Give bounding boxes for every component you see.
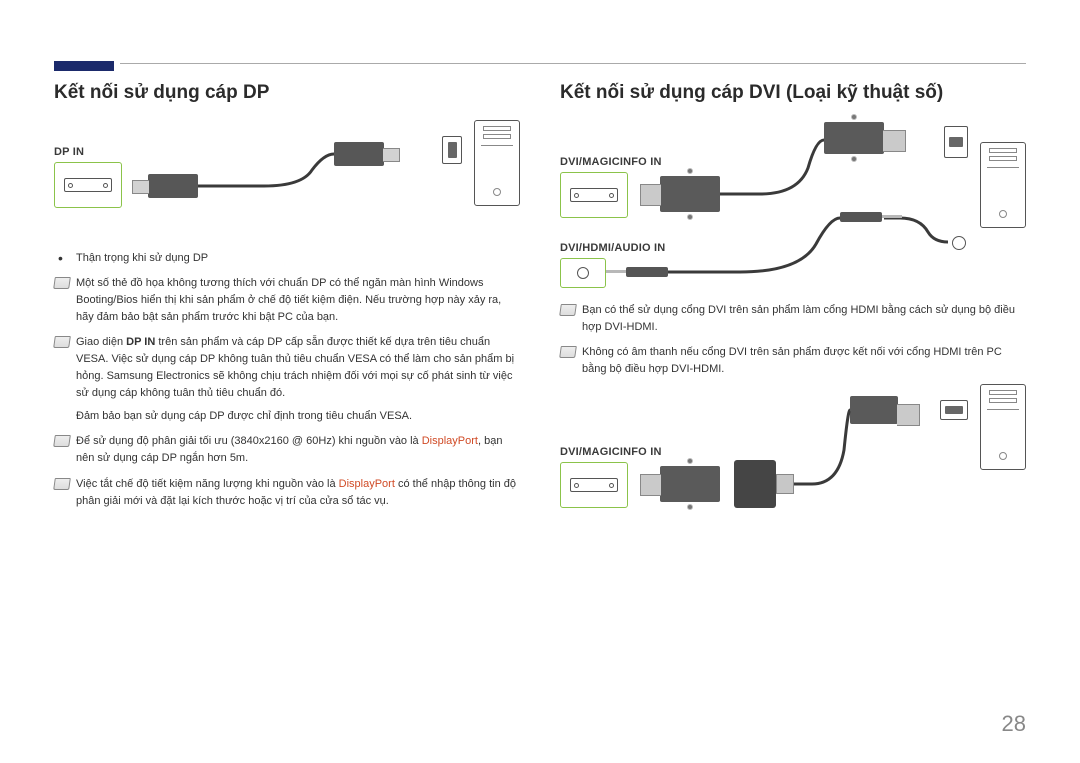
note-text: Không có âm thanh nếu cổng DVI trên sản … bbox=[582, 346, 1002, 375]
dvi-hdmi-adapter bbox=[734, 460, 776, 508]
left-notes: Thận trọng khi sử dụng DP Một số thẻ đồ … bbox=[54, 250, 520, 510]
dp-slot-icon bbox=[64, 178, 112, 192]
audio-jack-icon bbox=[577, 267, 589, 279]
dvi-in-port-2 bbox=[560, 462, 628, 508]
note-text: Thận trọng khi sử dụng DP bbox=[76, 252, 208, 264]
dp-plug-left bbox=[148, 174, 198, 198]
audio-port-label: DVI/HDMI/AUDIO IN bbox=[560, 242, 665, 254]
dvi-plug-right-top bbox=[824, 122, 884, 154]
page-number: 28 bbox=[1002, 711, 1026, 737]
header-accent-wrap bbox=[54, 58, 120, 76]
dvi-plug-left-2 bbox=[660, 466, 720, 502]
right-title: Kết nối sử dụng cáp DVI (Loại kỹ thuật s… bbox=[560, 82, 1026, 104]
audio-plug-left bbox=[626, 267, 668, 277]
dp-diagram: DP IN bbox=[54, 122, 520, 232]
note-text: Một số thẻ đồ họa không tương thích với … bbox=[76, 277, 501, 323]
hdmi-plug-right bbox=[850, 396, 898, 424]
right-notes: Bạn có thể sử dụng cổng DVI trên sản phẩ… bbox=[560, 302, 1026, 378]
note-item: Giao diện DP IN trên sản phẩm và cáp DP … bbox=[54, 334, 520, 425]
pc-tower-icon bbox=[474, 120, 520, 206]
dvi-plug-left bbox=[660, 176, 720, 212]
note-text: Việc tắt chế độ tiết kiệm năng lượng khi… bbox=[76, 478, 516, 507]
note-text: Để sử dụng độ phân giải tối ưu (3840x216… bbox=[76, 435, 502, 464]
pc-dp-port-icon bbox=[442, 136, 462, 164]
dp-port-label: DP IN bbox=[54, 146, 84, 158]
note-subtext: Đảm bảo bạn sử dụng cáp DP được chỉ định… bbox=[76, 408, 520, 425]
dvi-in-port bbox=[560, 172, 628, 218]
left-title: Kết nối sử dụng cáp DP bbox=[54, 82, 520, 104]
adapter-hdmi-tip bbox=[776, 474, 794, 494]
note-text: Giao diện DP IN trên sản phẩm và cáp DP … bbox=[76, 336, 514, 399]
pc-tower-icon bbox=[980, 142, 1026, 228]
pc-dvi-port-icon bbox=[944, 126, 968, 158]
dp-in-port bbox=[54, 162, 122, 208]
dvi-slot-icon bbox=[570, 188, 618, 202]
note-item: Bạn có thể sử dụng cổng DVI trên sản phẩ… bbox=[560, 302, 1026, 336]
dp-plug-right bbox=[334, 142, 384, 166]
audio-plug-right bbox=[840, 212, 882, 222]
right-column: Kết nối sử dụng cáp DVI (Loại kỹ thuật s… bbox=[560, 82, 1026, 538]
note-item: Không có âm thanh nếu cổng DVI trên sản … bbox=[560, 344, 1026, 378]
dvi-diagram-1: DVI/MAGICINFO IN DVI/HDMI/AUDIO IN bbox=[560, 122, 1026, 282]
dvi-diagram-2: DVI/MAGICINFO IN bbox=[560, 390, 1026, 520]
header-accent-bar bbox=[54, 61, 114, 71]
note-text: Bạn có thể sử dụng cổng DVI trên sản phẩ… bbox=[582, 304, 1015, 333]
note-item: Một số thẻ đồ họa không tương thích với … bbox=[54, 275, 520, 326]
dvi-port-label-1: DVI/MAGICINFO IN bbox=[560, 156, 662, 168]
header-rule bbox=[54, 58, 1026, 70]
left-column: Kết nối sử dụng cáp DP DP IN Thận trọng … bbox=[54, 82, 520, 538]
pc-audio-port-icon bbox=[952, 236, 966, 250]
pc-tower-icon bbox=[980, 384, 1026, 470]
audio-port bbox=[560, 258, 606, 288]
header-thin-line bbox=[54, 63, 1026, 64]
note-item: Thận trọng khi sử dụng DP bbox=[54, 250, 520, 267]
note-item: Để sử dụng độ phân giải tối ưu (3840x216… bbox=[54, 433, 520, 467]
dvi-port-label-2: DVI/MAGICINFO IN bbox=[560, 446, 662, 458]
note-item: Việc tắt chế độ tiết kiệm năng lượng khi… bbox=[54, 476, 520, 510]
dvi-slot-icon bbox=[570, 478, 618, 492]
pc-hdmi-port-icon bbox=[940, 400, 968, 420]
